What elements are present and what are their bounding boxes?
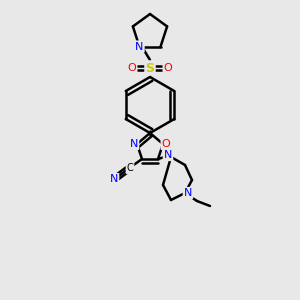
Text: N: N xyxy=(130,139,138,149)
Text: N: N xyxy=(110,174,118,184)
Text: O: O xyxy=(162,139,170,149)
Text: N: N xyxy=(164,150,172,160)
Text: C: C xyxy=(127,163,134,173)
Text: S: S xyxy=(146,61,154,74)
Text: N: N xyxy=(135,42,144,52)
Text: O: O xyxy=(164,63,172,73)
Text: O: O xyxy=(128,63,136,73)
Text: N: N xyxy=(184,188,192,198)
